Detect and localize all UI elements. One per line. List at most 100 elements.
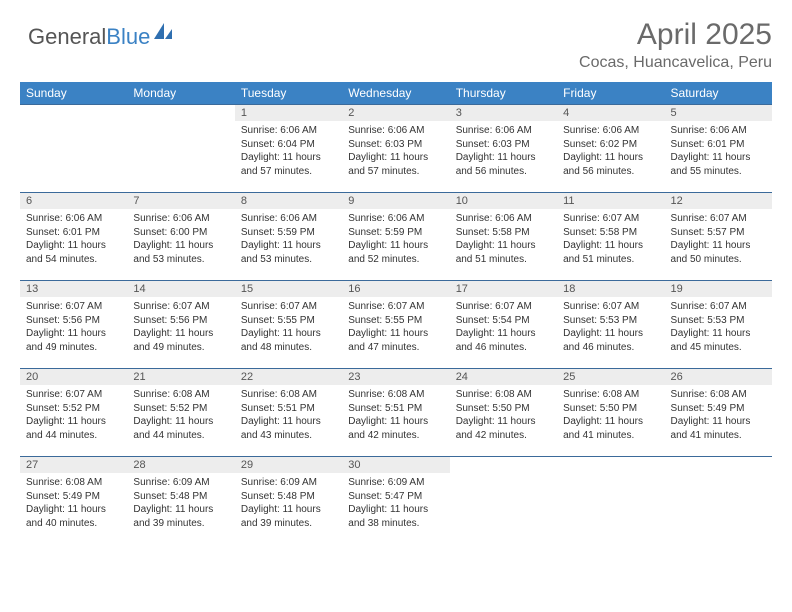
week-row: 13Sunrise: 6:07 AMSunset: 5:56 PMDayligh… [20,281,772,369]
sunset-text: Sunset: 5:53 PM [671,314,766,328]
day-number: 28 [127,457,234,473]
day-number: 12 [665,193,772,209]
daylight-text: Daylight: 11 hours and 38 minutes. [348,503,443,530]
sunset-text: Sunset: 5:55 PM [241,314,336,328]
daylight-text: Daylight: 11 hours and 42 minutes. [348,415,443,442]
sunrise-text: Sunrise: 6:06 AM [456,124,551,138]
day-number: 8 [235,193,342,209]
sunset-text: Sunset: 5:54 PM [456,314,551,328]
daylight-text: Daylight: 11 hours and 42 minutes. [456,415,551,442]
sunrise-text: Sunrise: 6:09 AM [348,476,443,490]
sunset-text: Sunset: 5:58 PM [563,226,658,240]
day-cell: 3Sunrise: 6:06 AMSunset: 6:03 PMDaylight… [450,105,557,193]
sunset-text: Sunset: 6:00 PM [133,226,228,240]
day-cell: 26Sunrise: 6:08 AMSunset: 5:49 PMDayligh… [665,369,772,457]
day-body: Sunrise: 6:08 AMSunset: 5:50 PMDaylight:… [557,385,664,445]
daylight-text: Daylight: 11 hours and 54 minutes. [26,239,121,266]
day-body: Sunrise: 6:09 AMSunset: 5:48 PMDaylight:… [235,473,342,533]
sunset-text: Sunset: 5:47 PM [348,490,443,504]
day-cell: 17Sunrise: 6:07 AMSunset: 5:54 PMDayligh… [450,281,557,369]
day-cell: .. [450,457,557,545]
weekday-tuesday: Tuesday [235,82,342,105]
sunset-text: Sunset: 5:51 PM [348,402,443,416]
day-number: 17 [450,281,557,297]
sunset-text: Sunset: 5:55 PM [348,314,443,328]
day-cell: 9Sunrise: 6:06 AMSunset: 5:59 PMDaylight… [342,193,449,281]
day-body: Sunrise: 6:07 AMSunset: 5:54 PMDaylight:… [450,297,557,357]
sunrise-text: Sunrise: 6:06 AM [26,212,121,226]
day-cell: 29Sunrise: 6:09 AMSunset: 5:48 PMDayligh… [235,457,342,545]
weekday-header: SundayMondayTuesdayWednesdayThursdayFrid… [20,82,772,105]
sunrise-text: Sunrise: 6:06 AM [348,212,443,226]
daylight-text: Daylight: 11 hours and 57 minutes. [348,151,443,178]
weekday-monday: Monday [127,82,234,105]
day-cell: 4Sunrise: 6:06 AMSunset: 6:02 PMDaylight… [557,105,664,193]
day-body: Sunrise: 6:08 AMSunset: 5:49 PMDaylight:… [665,385,772,445]
day-body: Sunrise: 6:08 AMSunset: 5:51 PMDaylight:… [342,385,449,445]
day-number: 18 [557,281,664,297]
sunrise-text: Sunrise: 6:08 AM [26,476,121,490]
day-cell: 23Sunrise: 6:08 AMSunset: 5:51 PMDayligh… [342,369,449,457]
sunset-text: Sunset: 6:01 PM [671,138,766,152]
day-number: 27 [20,457,127,473]
sunrise-text: Sunrise: 6:06 AM [241,124,336,138]
day-cell: 12Sunrise: 6:07 AMSunset: 5:57 PMDayligh… [665,193,772,281]
brand-name-a: General [28,24,106,49]
day-number: 9 [342,193,449,209]
day-body: Sunrise: 6:06 AMSunset: 6:01 PMDaylight:… [20,209,127,269]
day-body: Sunrise: 6:06 AMSunset: 5:59 PMDaylight:… [235,209,342,269]
daylight-text: Daylight: 11 hours and 51 minutes. [456,239,551,266]
day-body: Sunrise: 6:07 AMSunset: 5:56 PMDaylight:… [20,297,127,357]
sunrise-text: Sunrise: 6:06 AM [348,124,443,138]
sunrise-text: Sunrise: 6:08 AM [133,388,228,402]
day-body: Sunrise: 6:07 AMSunset: 5:58 PMDaylight:… [557,209,664,269]
day-body: Sunrise: 6:06 AMSunset: 6:02 PMDaylight:… [557,121,664,181]
day-cell: 16Sunrise: 6:07 AMSunset: 5:55 PMDayligh… [342,281,449,369]
calendar-body: ....1Sunrise: 6:06 AMSunset: 6:04 PMDayl… [20,105,772,545]
day-body: Sunrise: 6:06 AMSunset: 6:03 PMDaylight:… [450,121,557,181]
day-body: Sunrise: 6:07 AMSunset: 5:53 PMDaylight:… [665,297,772,357]
day-cell: 10Sunrise: 6:06 AMSunset: 5:58 PMDayligh… [450,193,557,281]
day-number: 5 [665,105,772,121]
day-cell: 22Sunrise: 6:08 AMSunset: 5:51 PMDayligh… [235,369,342,457]
daylight-text: Daylight: 11 hours and 48 minutes. [241,327,336,354]
sunrise-text: Sunrise: 6:06 AM [671,124,766,138]
sunset-text: Sunset: 6:03 PM [348,138,443,152]
day-body: Sunrise: 6:07 AMSunset: 5:53 PMDaylight:… [557,297,664,357]
day-body: Sunrise: 6:07 AMSunset: 5:57 PMDaylight:… [665,209,772,269]
location: Cocas, Huancavelica, Peru [579,54,772,72]
sunrise-text: Sunrise: 6:08 AM [241,388,336,402]
sunrise-text: Sunrise: 6:07 AM [563,212,658,226]
day-number: 1 [235,105,342,121]
sail-icon [152,21,174,46]
daylight-text: Daylight: 11 hours and 53 minutes. [241,239,336,266]
sunrise-text: Sunrise: 6:07 AM [348,300,443,314]
day-cell: 19Sunrise: 6:07 AMSunset: 5:53 PMDayligh… [665,281,772,369]
daylight-text: Daylight: 11 hours and 44 minutes. [26,415,121,442]
day-number: 19 [665,281,772,297]
sunrise-text: Sunrise: 6:07 AM [26,300,121,314]
day-cell: 24Sunrise: 6:08 AMSunset: 5:50 PMDayligh… [450,369,557,457]
sunset-text: Sunset: 5:59 PM [241,226,336,240]
sunrise-text: Sunrise: 6:07 AM [241,300,336,314]
day-cell: .. [665,457,772,545]
day-number: 13 [20,281,127,297]
week-row: 20Sunrise: 6:07 AMSunset: 5:52 PMDayligh… [20,369,772,457]
day-cell: 21Sunrise: 6:08 AMSunset: 5:52 PMDayligh… [127,369,234,457]
week-row: 6Sunrise: 6:06 AMSunset: 6:01 PMDaylight… [20,193,772,281]
sunrise-text: Sunrise: 6:07 AM [456,300,551,314]
sunset-text: Sunset: 5:49 PM [26,490,121,504]
day-number: 30 [342,457,449,473]
sunset-text: Sunset: 5:49 PM [671,402,766,416]
day-cell: 1Sunrise: 6:06 AMSunset: 6:04 PMDaylight… [235,105,342,193]
daylight-text: Daylight: 11 hours and 43 minutes. [241,415,336,442]
daylight-text: Daylight: 11 hours and 39 minutes. [133,503,228,530]
daylight-text: Daylight: 11 hours and 49 minutes. [26,327,121,354]
daylight-text: Daylight: 11 hours and 44 minutes. [133,415,228,442]
sunrise-text: Sunrise: 6:09 AM [133,476,228,490]
sunrise-text: Sunrise: 6:08 AM [563,388,658,402]
day-cell: 7Sunrise: 6:06 AMSunset: 6:00 PMDaylight… [127,193,234,281]
day-number: 14 [127,281,234,297]
sunset-text: Sunset: 5:56 PM [26,314,121,328]
sunset-text: Sunset: 5:59 PM [348,226,443,240]
